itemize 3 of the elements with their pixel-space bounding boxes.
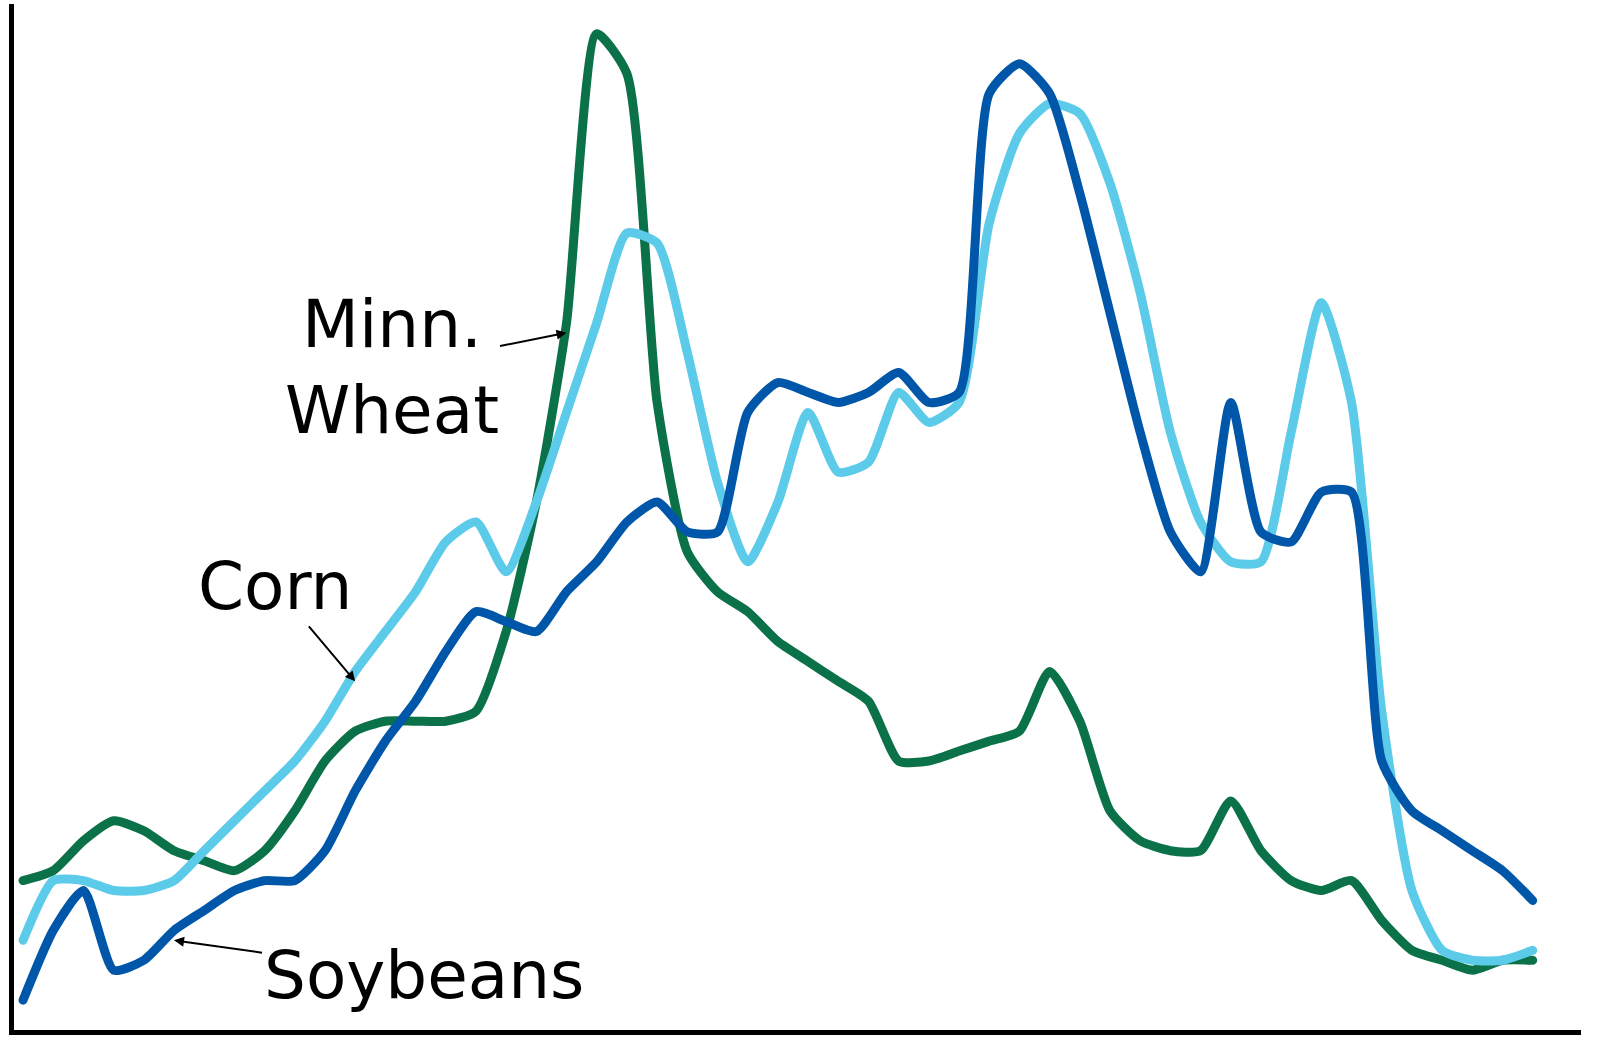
series-label: Minn. Wheat	[285, 286, 500, 449]
series-label: Soybeans	[264, 937, 585, 1014]
series-label: Corn	[198, 548, 353, 625]
